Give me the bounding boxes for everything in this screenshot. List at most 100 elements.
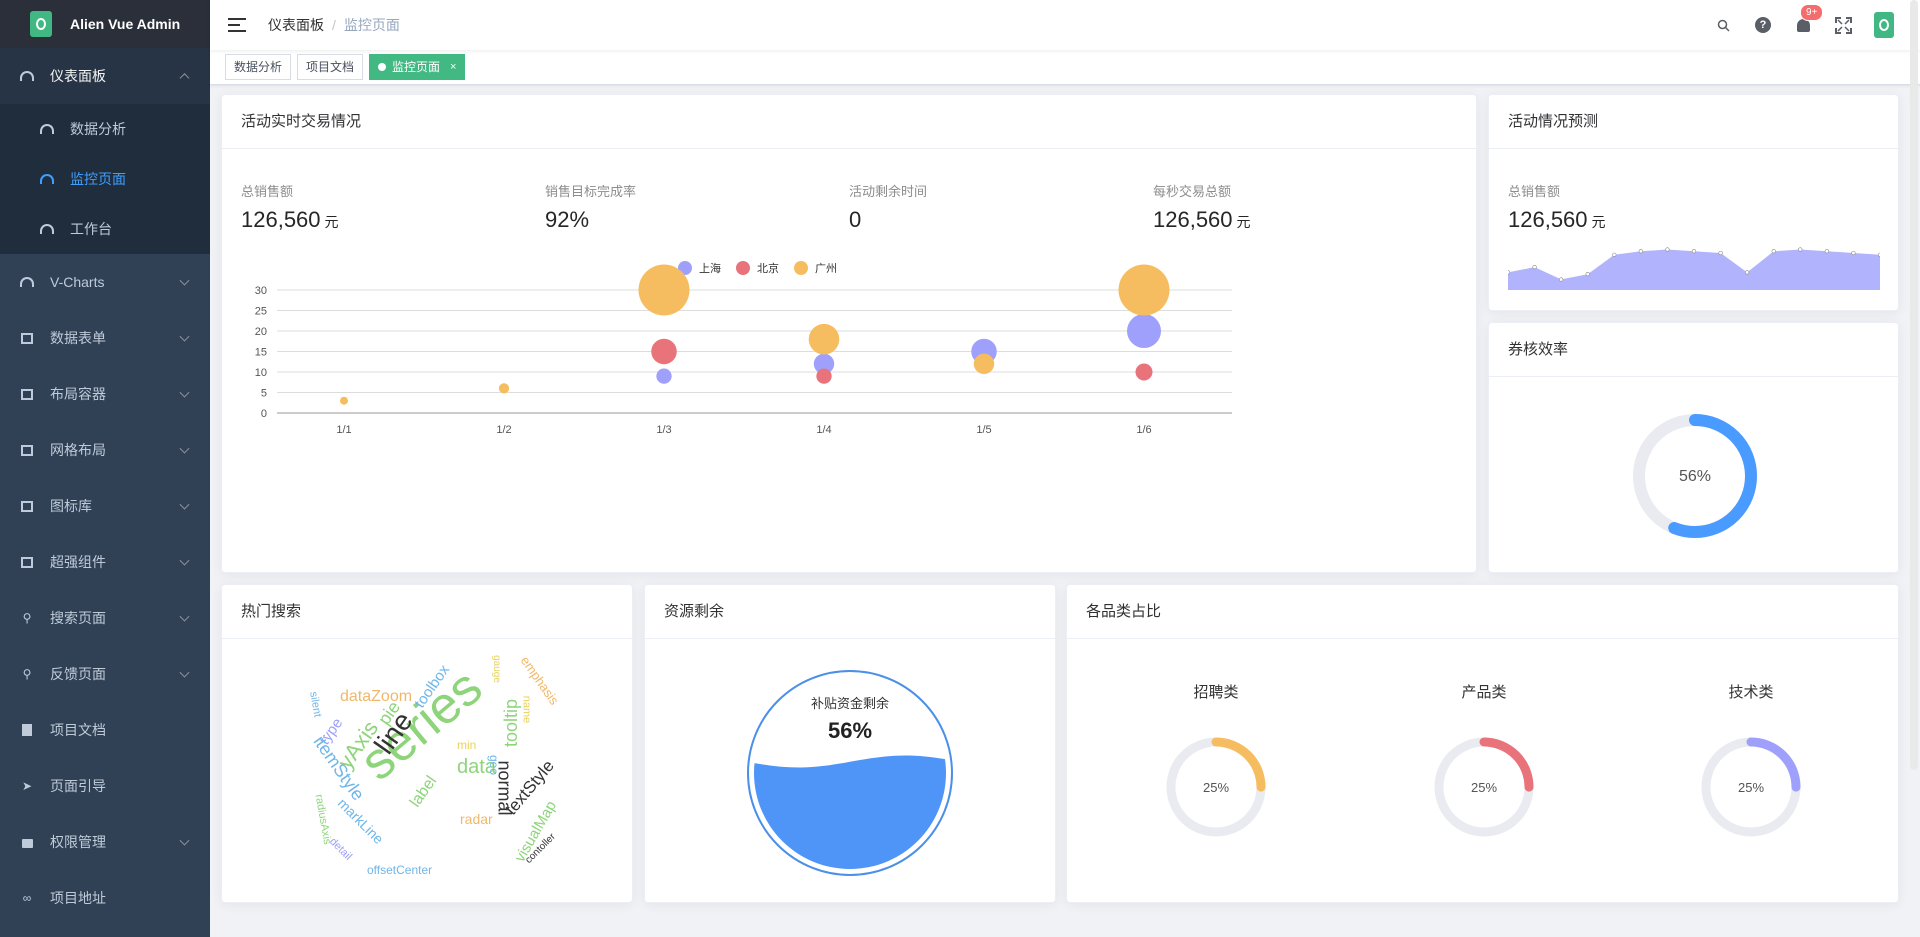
sidebar-item-guide[interactable]: ➤ 页面引导 [0,758,210,814]
legend-label: 上海 [699,261,721,275]
sidebar-logo[interactable]: Alien Vue Admin [0,0,210,48]
page-scrollbar[interactable] [1910,0,1918,770]
word-cloud-word[interactable]: silent [307,690,324,719]
sidebar-item-data-analysis[interactable]: 数据分析 [0,104,210,154]
stat-value: 126,560 元 [241,207,339,232]
category-name: 产品类 [1461,684,1507,701]
legend-item[interactable]: 广州 [794,261,837,275]
sidebar-item-label: 数据分析 [70,121,126,137]
bubble-point[interactable] [816,368,832,384]
word-cloud-word[interactable]: tooltip [501,698,522,748]
sidebar-item-dashboard[interactable]: 仪表面板 [0,48,210,104]
notification-badge: 9+ [1800,4,1824,21]
word-cloud-word[interactable]: geo [487,754,502,776]
sidebar-item-grid-layout[interactable]: 网格布局 [0,422,210,478]
bubble-point[interactable] [498,383,510,394]
lock-icon [20,835,34,849]
x-tick-label: 1/5 [976,424,991,436]
tag-data-analysis[interactable]: 数据分析 [225,54,292,80]
card-title: 券核效率 [1489,323,1898,377]
category-ring: 25% [1166,737,1266,837]
chevron-down-icon [179,835,190,846]
tag-label: 监控页面 [392,60,441,74]
stat-label: 销售目标完成率 [545,184,637,199]
dashboard-icon [20,275,34,289]
word-cloud-word[interactable]: detail [326,835,355,863]
sidebar-item-search-page[interactable]: ⚲ 搜索页面 [0,590,210,646]
area-point [1665,247,1670,252]
legend-item[interactable]: 上海 [678,261,721,275]
word-cloud-word[interactable]: name [520,695,533,724]
sidebar-item-monitor[interactable]: 监控页面 [0,154,210,204]
word-cloud-word[interactable]: min [457,738,477,752]
fullscreen-icon[interactable] [1834,16,1852,34]
hamburger-icon[interactable] [228,18,246,32]
search-icon[interactable] [1714,16,1732,34]
bubble-point[interactable] [973,353,995,374]
chevron-up-icon [179,73,190,84]
chevron-down-icon [179,331,190,342]
resource-label: 补贴资金剩余 [811,696,889,711]
help-icon[interactable]: ? [1754,16,1772,34]
efficiency-percent: 56% [1679,468,1711,485]
word-cloud-word[interactable]: radar [460,811,493,827]
tag-monitor[interactable]: 监控页面 × [369,54,466,80]
chevron-down-icon [179,611,190,622]
close-icon[interactable]: × [450,61,457,73]
active-dot-icon [378,63,387,71]
sidebar-item-v-charts[interactable]: V-Charts [0,254,210,310]
word-cloud-word[interactable]: gauge [490,655,502,683]
sidebar-item-layout-container[interactable]: 布局容器 [0,366,210,422]
tag-docs[interactable]: 项目文档 [297,54,364,80]
help-glyph: ? [1755,17,1771,33]
sidebar-item-icon-library[interactable]: 图标库 [0,478,210,534]
chevron-down-icon [179,443,190,454]
category-gauges: 招聘类 25% 产品类 25% 技术类 25% [1067,639,1898,901]
sidebar-item-permission[interactable]: 权限管理 [0,814,210,870]
sidebar-item-components[interactable]: 超强组件 [0,534,210,590]
sidebar-item-feedback-page[interactable]: ⚲ 反馈页面 [0,646,210,702]
breadcrumb-item-current: 监控页面 [343,17,400,33]
area-point [1798,247,1803,252]
legend-item[interactable]: 北京 [736,261,779,275]
legend-label: 广州 [815,262,837,275]
breadcrumb-item-dashboard[interactable]: 仪表面板 [268,17,324,33]
card-title: 活动情况预测 [1489,95,1898,149]
bubble-point[interactable] [813,353,835,374]
word-cloud-word[interactable]: markLine [334,794,387,848]
bubble-chart: 上海 北京 广州 0 5 10 15 20 25 30 1/1 1/2 1/3 1/4 1/5 1/6 [255,261,1232,436]
bubble-point[interactable] [656,368,672,384]
area-point [1691,249,1697,254]
area-point [1612,252,1617,257]
sidebar-item-docs[interactable]: 项目文档 [0,702,210,758]
sidebar-item-data-form[interactable]: 数据表单 [0,310,210,366]
x-tick-label: 1/6 [1136,424,1151,436]
area-point [1638,249,1643,254]
info-icon [20,499,34,513]
sidebar-item-workbench[interactable]: 工作台 [0,204,210,254]
stat-value: 126,560 元 [1508,207,1606,232]
sidebar-item-label: 超强组件 [50,554,106,570]
tag-label: 项目文档 [306,60,355,74]
bubble-point[interactable] [1135,363,1153,381]
folder-icon [20,387,34,401]
hot-search-card: 热门搜索 series line yAxis pie toolbox dataZoom ty… [221,584,633,903]
bubble-point[interactable] [638,264,690,316]
bubble-point[interactable] [1127,314,1161,348]
sidebar-item-project-url[interactable]: ∞ 项目地址 [0,870,210,926]
word-cloud-word[interactable]: dataZoom [340,688,413,705]
word-cloud-word[interactable]: offsetCenter [367,863,433,877]
word-cloud-word[interactable]: radiusAxis [312,793,334,846]
app-logo-icon [30,11,52,37]
send-icon: ➤ [21,779,33,793]
bell-icon[interactable]: 9+ [1794,4,1824,34]
word-cloud-word[interactable]: data [457,756,496,778]
bubble-point[interactable] [340,396,348,405]
bubble-point[interactable] [651,338,677,365]
bubble-point[interactable] [808,323,840,355]
avatar[interactable] [1874,12,1894,38]
dashboard-icon [20,69,34,83]
stat-label: 活动剩余时间 [849,184,928,199]
bubble-point[interactable] [1118,264,1170,316]
word-cloud-word[interactable]: label [406,772,441,811]
